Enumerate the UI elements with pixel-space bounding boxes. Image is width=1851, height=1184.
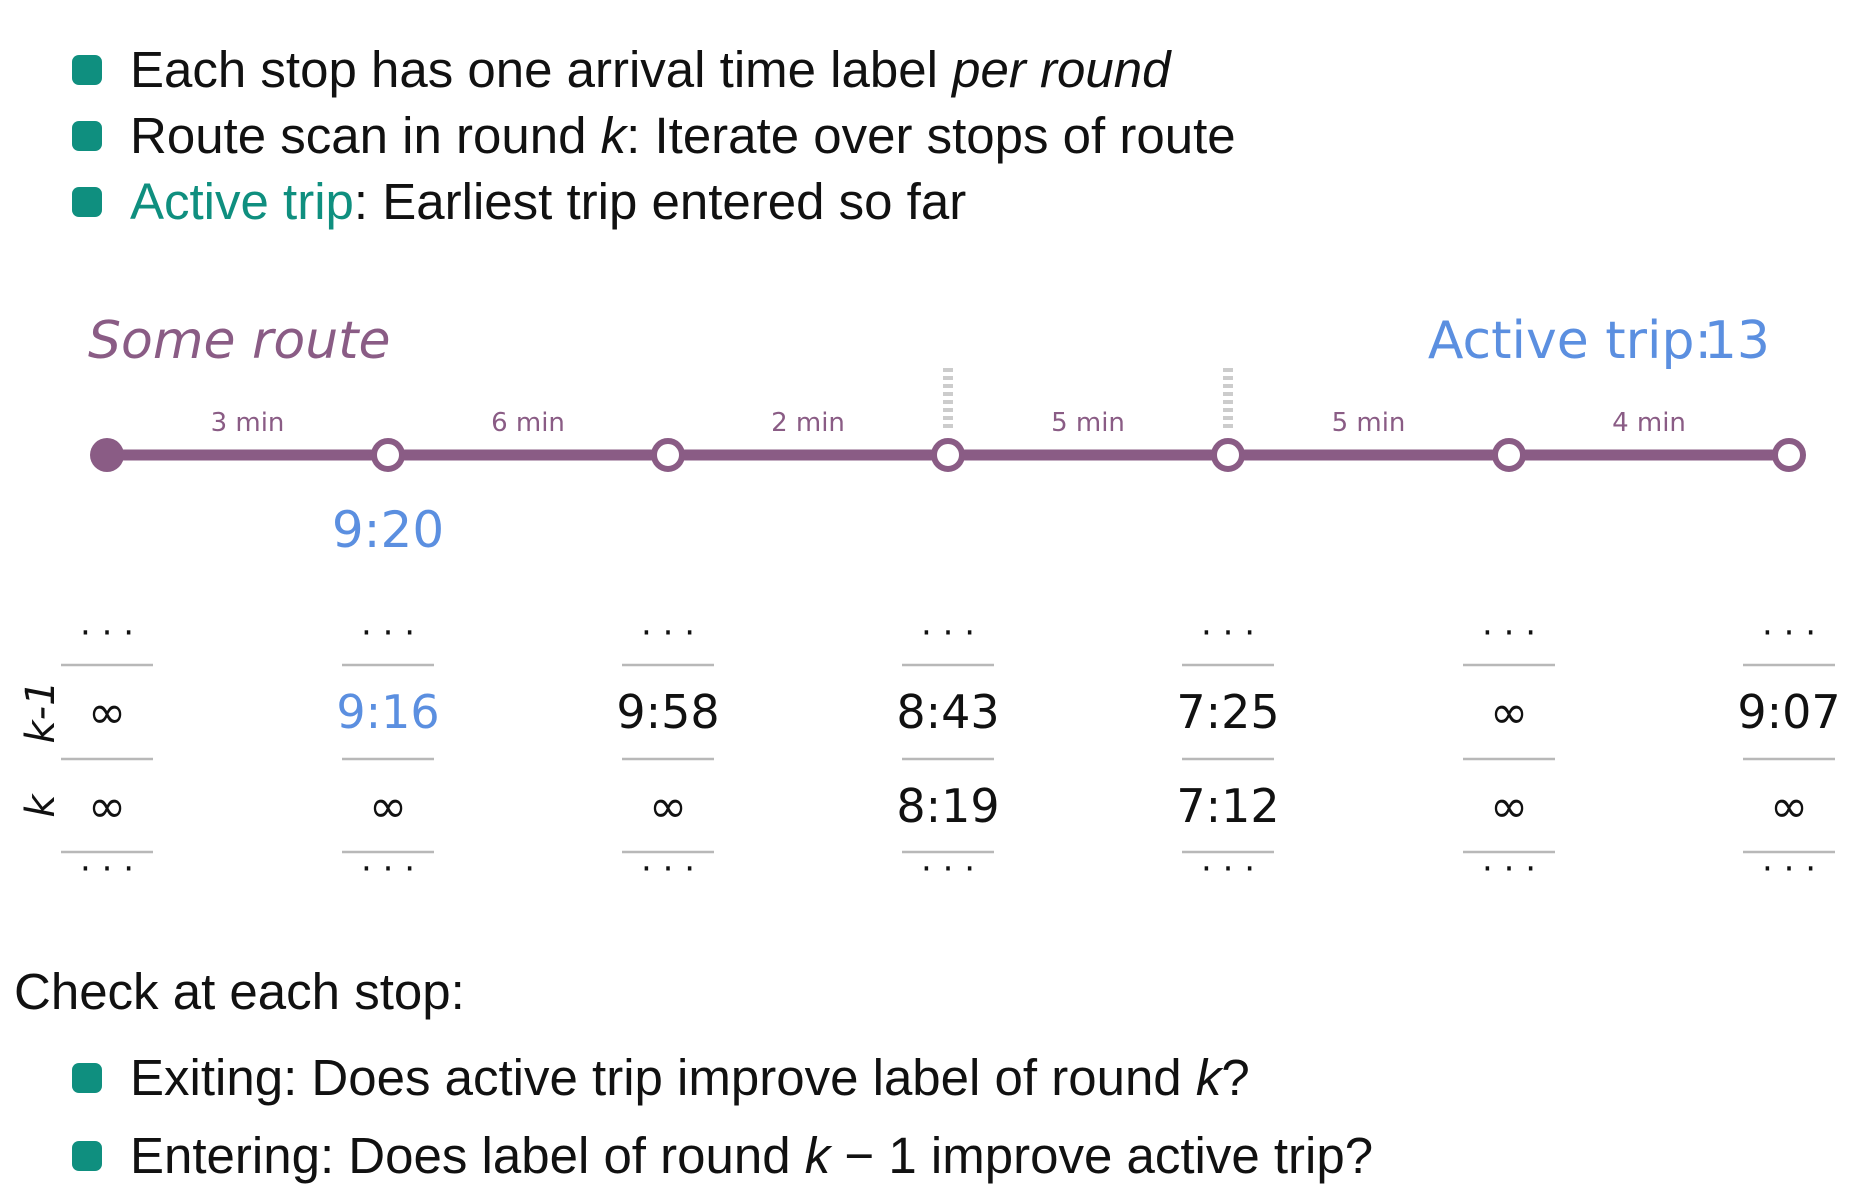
ellipsis: · · ·: [80, 613, 134, 653]
ellipsis: · · ·: [1762, 849, 1816, 889]
stop: [1772, 438, 1806, 472]
label-k-minus-1: 7:25: [1176, 685, 1279, 739]
active-arrival-time: 9:20: [332, 501, 444, 559]
ellipsis: · · ·: [1482, 849, 1536, 889]
bullet-square-icon: [72, 54, 102, 85]
ellipsis: · · ·: [1201, 849, 1255, 889]
label-k-minus-1: 8:43: [896, 685, 999, 739]
ellipsis: · · ·: [641, 849, 695, 889]
label-k: ∞: [1770, 779, 1808, 833]
label-k-minus-1: ∞: [1490, 685, 1528, 739]
label-k: 7:12: [1176, 779, 1279, 833]
ellipsis: · · ·: [641, 613, 695, 653]
stop: [1211, 438, 1245, 472]
bullet-item: Exiting: Does active trip improve label …: [72, 1052, 1250, 1103]
route-line: 3 min 6 min 2 min 5 min 5 min 4 min: [90, 368, 1806, 472]
ellipsis: · · ·: [361, 849, 415, 889]
segment-time: 5 min: [1332, 408, 1406, 438]
label-k: ∞: [649, 779, 687, 833]
label-k-minus-1: 9:58: [616, 685, 719, 739]
bullet-text: Active trip: Earliest trip entered so fa…: [130, 173, 967, 230]
segment-time: 3 min: [211, 408, 285, 438]
label-k-minus-1: 9:07: [1737, 685, 1840, 739]
bullet-square-icon: [72, 120, 102, 151]
ellipsis: · · ·: [1482, 613, 1536, 653]
row-name-k: k: [18, 793, 64, 818]
segment-time: 4 min: [1612, 408, 1686, 438]
label-table: · · · ∞ ∞ · · · · · · 9:16 ∞ · · · · · · 9:58 ∞ · ·…: [61, 613, 1841, 889]
stop: [1492, 438, 1526, 472]
active-trip-value: 13: [1704, 311, 1770, 371]
stop-first: [90, 438, 124, 472]
bullet-square-icon: [72, 1062, 102, 1093]
row-name-k-minus-1: k-1: [18, 680, 64, 743]
check-heading: Check at each stop:: [14, 963, 465, 1020]
segment-time: 5 min: [1051, 408, 1125, 438]
active-trip-label: Active trip:: [1428, 311, 1712, 371]
bullet-text: Route scan in round k: Iterate over stop…: [130, 107, 1236, 164]
bullet-square-icon: [72, 186, 102, 217]
label-k: 8:19: [896, 779, 999, 833]
segment-time: 6 min: [491, 408, 565, 438]
bullet-item: Route scan in round k: Iterate over stop…: [72, 110, 1236, 161]
bullet-text: Each stop has one arrival time label per…: [130, 41, 1171, 98]
label-k-minus-1: ∞: [88, 685, 126, 739]
stop: [651, 438, 685, 472]
route-name: Some route: [88, 311, 391, 371]
bullet-text: Entering: Does label of round k − 1 impr…: [130, 1127, 1374, 1184]
label-k-minus-1: 9:16: [336, 685, 439, 739]
label-k: ∞: [88, 779, 126, 833]
ellipsis: · · ·: [1762, 613, 1816, 653]
bullet-item: Each stop has one arrival time label per…: [72, 44, 1170, 95]
bullet-item: Active trip: Earliest trip entered so fa…: [72, 176, 966, 227]
segment-time: 2 min: [771, 408, 845, 438]
ellipsis: · · ·: [921, 849, 975, 889]
bullet-square-icon: [72, 1140, 102, 1171]
ellipsis: · · ·: [1201, 613, 1255, 653]
stop: [371, 438, 405, 472]
ellipsis: · · ·: [80, 849, 134, 889]
ellipsis: · · ·: [361, 613, 415, 653]
label-k: ∞: [369, 779, 407, 833]
ellipsis: · · ·: [921, 613, 975, 653]
stop: [931, 438, 965, 472]
label-k: ∞: [1490, 779, 1528, 833]
bullet-text: Exiting: Does active trip improve label …: [130, 1049, 1250, 1106]
bullet-item: Entering: Does label of round k − 1 impr…: [72, 1130, 1373, 1181]
